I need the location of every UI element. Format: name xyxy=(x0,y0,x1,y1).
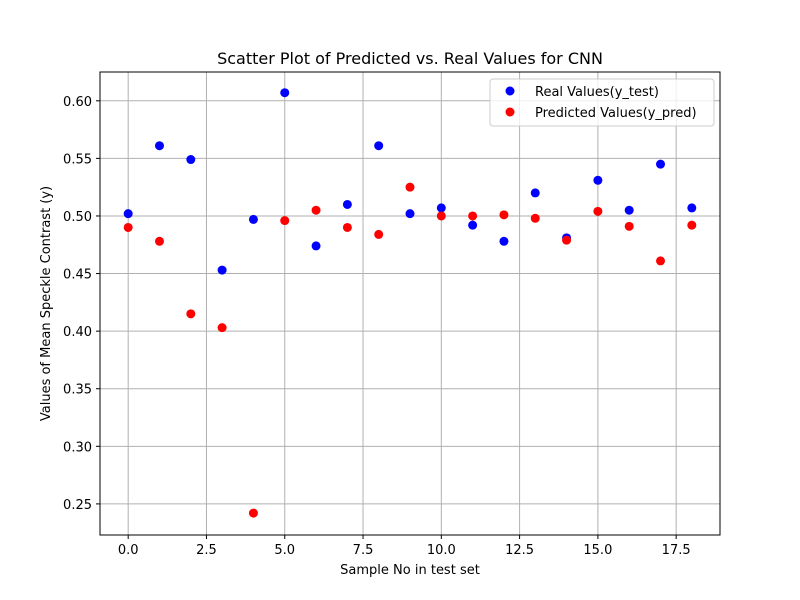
predicted-value-point xyxy=(499,210,509,220)
x-tick-label: 0.0 xyxy=(118,543,139,558)
real-value-point xyxy=(311,241,321,251)
y-axis-label: Values of Mean Speckle Contrast (y) xyxy=(39,186,54,421)
predicted-value-point xyxy=(123,222,133,232)
real-value-point xyxy=(154,141,164,151)
predicted-value-point xyxy=(280,216,290,226)
x-tick-label: 7.5 xyxy=(353,543,374,558)
real-value-point xyxy=(217,265,227,275)
plot-frame xyxy=(99,71,721,536)
real-value-point xyxy=(405,209,415,219)
x-tick-label: 12.5 xyxy=(505,543,534,558)
real-value-point xyxy=(436,203,446,213)
x-axis-label: Sample No in test set xyxy=(340,563,480,578)
real-value-point xyxy=(687,203,697,213)
predicted-value-point xyxy=(468,211,478,221)
predicted-value-point xyxy=(405,182,415,192)
real-value-point xyxy=(186,155,196,165)
x-tick-label: 2.5 xyxy=(196,543,217,558)
y-tick-label: 0.30 xyxy=(63,440,92,455)
x-tick-label: 17.5 xyxy=(662,543,691,558)
legend-marker-predicted xyxy=(505,107,515,117)
x-tick-label: 5.0 xyxy=(274,543,295,558)
predicted-value-point xyxy=(687,220,697,230)
legend: Real Values(y_test) Predicted Values(y_p… xyxy=(489,78,715,127)
y-tick-label: 0.60 xyxy=(63,95,92,110)
predicted-value-point xyxy=(656,256,666,266)
predicted-value-point xyxy=(186,309,196,319)
data-points xyxy=(123,88,697,518)
predicted-value-point xyxy=(374,229,384,239)
y-tick-label: 0.25 xyxy=(63,498,92,513)
x-tick-label: 15.0 xyxy=(583,543,612,558)
real-value-point xyxy=(123,209,133,219)
real-value-point xyxy=(656,159,666,169)
real-value-point xyxy=(593,175,603,185)
real-value-point xyxy=(342,199,352,209)
real-value-point xyxy=(280,88,290,98)
y-tick-label: 0.55 xyxy=(63,152,92,167)
legend-box xyxy=(489,78,715,127)
predicted-value-point xyxy=(530,213,540,223)
y-tick-label: 0.50 xyxy=(63,210,92,225)
predicted-value-point xyxy=(217,323,227,333)
predicted-value-point xyxy=(436,211,446,221)
predicted-value-point xyxy=(342,222,352,232)
x-axis-ticks: 0.0 2.5 5.0 7.5 10.0 12.5 15.0 17.5 xyxy=(118,535,691,558)
y-axis-ticks: 0.25 0.30 0.35 0.40 0.45 0.50 0.55 0.60 xyxy=(63,95,100,513)
x-tick-label: 10.0 xyxy=(427,543,456,558)
real-value-point xyxy=(468,220,478,230)
y-tick-label: 0.45 xyxy=(63,268,92,283)
y-tick-label: 0.35 xyxy=(63,383,92,398)
predicted-value-point xyxy=(562,235,572,245)
legend-marker-real xyxy=(505,86,515,96)
predicted-value-point xyxy=(593,206,603,216)
predicted-value-point xyxy=(624,221,634,231)
y-tick-label: 0.40 xyxy=(63,325,92,340)
real-value-point xyxy=(499,236,509,246)
predicted-value-point xyxy=(248,508,258,518)
predicted-value-point xyxy=(311,205,321,215)
legend-label-real: Real Values(y_test) xyxy=(535,85,659,100)
legend-label-predicted: Predicted Values(y_pred) xyxy=(535,106,697,121)
real-value-point xyxy=(624,205,634,215)
real-value-point xyxy=(374,141,384,151)
predicted-value-point xyxy=(154,236,164,246)
real-value-point xyxy=(530,188,540,198)
chart-title: Scatter Plot of Predicted vs. Real Value… xyxy=(217,49,603,68)
real-value-point xyxy=(248,214,258,224)
